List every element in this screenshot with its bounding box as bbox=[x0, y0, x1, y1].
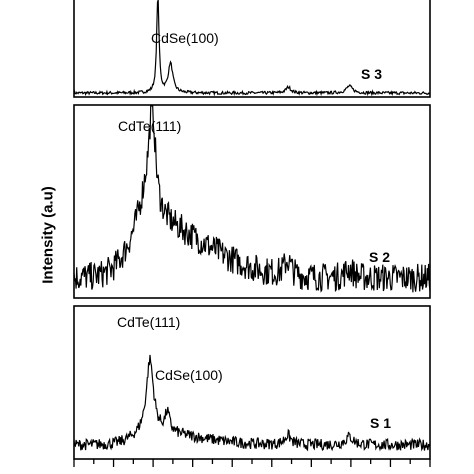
series-label-s3: S 3 bbox=[361, 66, 383, 82]
y-axis-label: Intensity (a.u) bbox=[39, 186, 57, 284]
annotation-s1-cdse100: CdSe(100) bbox=[155, 367, 223, 383]
series-label-s1: S 1 bbox=[370, 415, 392, 431]
annotation-s1-cdte111: CdTe(111) bbox=[117, 314, 181, 330]
series-line-s1 bbox=[73, 354, 431, 452]
series-label-s2: S 2 bbox=[369, 249, 391, 265]
annotation-s3-cdse100: CdSe(100) bbox=[151, 30, 219, 46]
panel-frame-2 bbox=[73, 104, 431, 299]
annotation-s2-cdte111: CdTe(111) bbox=[118, 118, 182, 134]
series-line-s3 bbox=[73, 0, 431, 97]
panel-frame-1 bbox=[73, 0, 431, 98]
series-line-s2 bbox=[73, 105, 431, 293]
